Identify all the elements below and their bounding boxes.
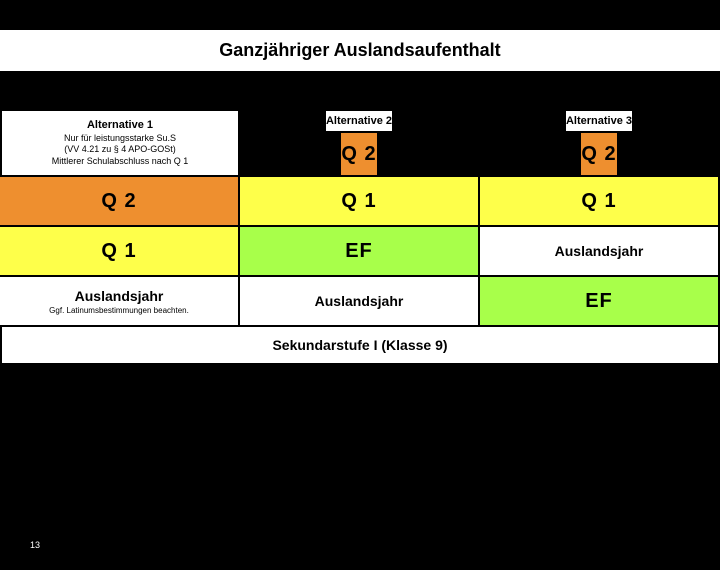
alt2-ef: EF <box>240 227 480 277</box>
alt2-q1: Q 1 <box>240 177 480 227</box>
alt1-aus-sub: Ggf. Latinumsbestimmungen beachten. <box>49 306 189 315</box>
page-number: 13 <box>30 540 40 550</box>
alt1-title: Alternative 1 <box>87 119 153 131</box>
alt3-q2: Q 2 <box>581 133 616 175</box>
alt2-header: Alternative 2 Q 2 <box>240 111 480 177</box>
alt3-title: Alternative 3 <box>566 111 632 133</box>
alt1-sub2: (VV 4.21 zu § 4 APO-GOSt) <box>64 144 176 155</box>
footer-row: Sekundarstufe I (Klasse 9) <box>0 327 720 365</box>
alt3-ef: EF <box>480 277 720 327</box>
alternatives-table: Alternative 1 Nur für leistungsstarke Su… <box>0 109 720 327</box>
alt3-q1: Q 1 <box>480 177 720 227</box>
alt3-header: Alternative 3 Q 2 <box>480 111 720 177</box>
alt1-auslandsjahr: Auslandsjahr Ggf. Latinumsbestimmungen b… <box>0 277 240 327</box>
alt1-sub1: Nur für leistungsstarke Su.S <box>64 133 176 144</box>
alt1-header: Alternative 1 Nur für leistungsstarke Su… <box>0 111 240 177</box>
alt2-auslandsjahr: Auslandsjahr <box>240 277 480 327</box>
alt2-title: Alternative 2 <box>326 111 392 133</box>
alt1-sub3: Mittlerer Schulabschluss nach Q 1 <box>52 156 189 167</box>
page-title: Ganzjähriger Auslandsaufenthalt <box>0 30 720 71</box>
alt3-auslandsjahr: Auslandsjahr <box>480 227 720 277</box>
alt1-q1: Q 1 <box>0 227 240 277</box>
alt1-aus-title: Auslandsjahr <box>75 288 164 304</box>
alt2-q2: Q 2 <box>341 133 376 175</box>
alt1-q2: Q 2 <box>0 177 240 227</box>
